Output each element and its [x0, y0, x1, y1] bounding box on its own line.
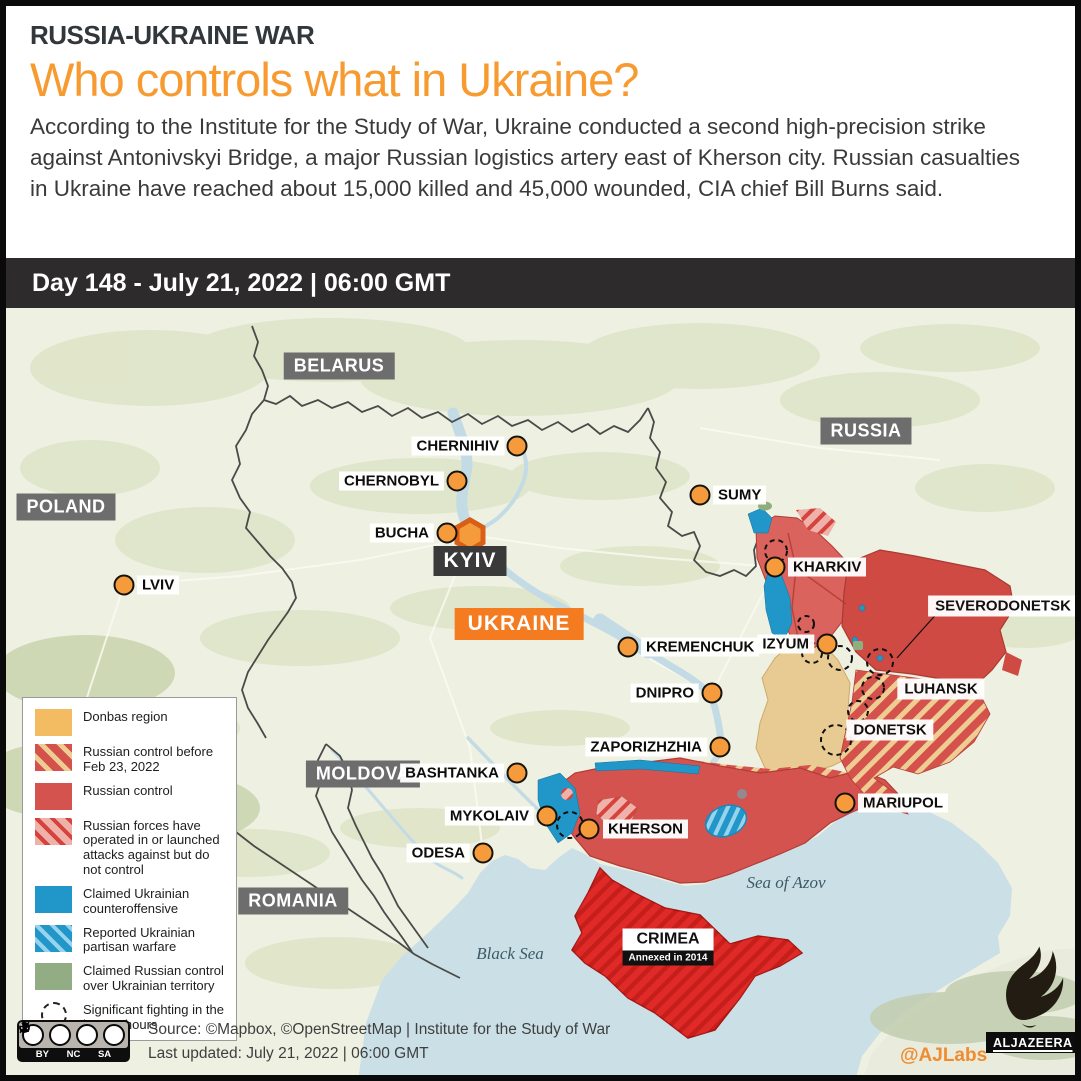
- legend-swatch-russian-control: [35, 782, 72, 810]
- cc-nc-label: NC: [66, 1049, 81, 1060]
- legend-label: Claimed Ukrainian counteroffensive: [83, 885, 190, 916]
- legend-item-operated: Russian forces have operated in or launc…: [35, 817, 226, 878]
- city-marker-mariupol: [834, 792, 856, 814]
- city-marker-kremenchuk: [617, 636, 639, 658]
- frame-border-bottom: [0, 1075, 1081, 1081]
- legend-swatch-claimed: [35, 963, 72, 991]
- city-marker-sumy: [689, 484, 711, 506]
- legend-label: Russian control before Feb 23, 2022: [83, 744, 214, 774]
- map-canvas: BELARUS POLAND RUSSIA MOLDOVA ROMANIA UK…: [0, 308, 1081, 1081]
- cc-icons: CC $: [19, 1020, 128, 1048]
- city-label-lviv: LVIV: [137, 575, 180, 595]
- country-label-russia: RUSSIA: [820, 417, 912, 445]
- country-label-belarus: BELARUS: [283, 352, 395, 380]
- city-label-kherson: KHERSON: [603, 819, 689, 839]
- legend-item-donbas: Donbas region: [35, 708, 226, 736]
- city-marker-zaporizhzhia: [709, 736, 731, 758]
- country-label-romania: ROMANIA: [238, 887, 348, 915]
- legend-item-russian-control: Russian control: [35, 782, 226, 810]
- city-label-kremenchuk: KREMENCHUK: [641, 637, 760, 657]
- city-marker-izyum: [816, 633, 838, 655]
- gray-patch: [737, 789, 747, 799]
- frame-border-right: [1075, 0, 1081, 1081]
- sea-label-black-sea: Black Sea: [476, 944, 544, 963]
- cc-by-person-icon: [20, 1022, 71, 1046]
- region-label-luhansk: LUHANSK: [897, 678, 985, 700]
- legend-label: Russian control: [83, 782, 173, 798]
- crimea-note: Annexed in 2014: [622, 950, 714, 966]
- legend-item-counteroffensive: Claimed Ukrainian counteroffensive: [35, 885, 226, 917]
- city-label-mariupol: MARIUPOL: [858, 793, 948, 813]
- city-marker-odesa: [472, 842, 494, 864]
- legend-swatch-before-feb23: [35, 744, 72, 771]
- country-label-ukraine: UKRAINE: [454, 608, 584, 640]
- legend-item-claimed: Claimed Russian control over Ukrainian t…: [35, 962, 226, 994]
- crimea-name: CRIMEA: [622, 928, 714, 951]
- cc-sa-arrow-icon: [19, 1020, 126, 1046]
- city-marker-mykolaiv: [536, 805, 558, 827]
- city-label-kharkiv: KHARKIV: [788, 557, 867, 577]
- russian-operated-areas: [561, 508, 836, 827]
- legend-swatch-partisan: [35, 924, 72, 952]
- city-label-chernihiv: CHERNIHIV: [411, 436, 504, 456]
- partisan-warfare-area: [704, 804, 748, 838]
- city-marker-bucha: [436, 522, 458, 544]
- header: RUSSIA-UKRAINE WAR Who controls what in …: [0, 0, 1081, 258]
- description: According to the Institute for the Study…: [30, 114, 1021, 201]
- region-label-severodonetsk: SEVERODONETSK: [928, 595, 1078, 617]
- city-marker-lviv: [113, 574, 135, 596]
- city-label-zaporizhzhia: ZAPORIZHZHIA: [585, 737, 707, 757]
- city-marker-kherson: [578, 818, 600, 840]
- legend-item-before-feb23: Russian control before Feb 23, 2022: [35, 743, 226, 775]
- cc-nc-dollar-icon: $: [19, 1021, 99, 1046]
- city-label-bashtanka: BASHTANKA: [400, 763, 504, 783]
- city-label-sumy: SUMY: [713, 485, 767, 505]
- cc-license-badge: CC $ BY NC SA: [17, 1020, 130, 1062]
- city-marker-chernihiv: [506, 435, 528, 457]
- updated-line: Last updated: July 21, 2022 | 06:00 GMT: [148, 1045, 429, 1063]
- legend-swatch-donbas: [35, 709, 72, 736]
- frame-border-left: [0, 0, 6, 1081]
- source-credits: Source: ©Mapbox, ©OpenStreetMap | Instit…: [148, 1018, 610, 1066]
- leader-line: [896, 609, 941, 659]
- page-title: Who controls what in Ukraine?: [30, 53, 639, 106]
- city-label-chernobyl: CHERNOBYL: [338, 471, 444, 491]
- capital-label-kyiv: KYIV: [433, 546, 507, 576]
- city-marker-bashtanka: [506, 762, 528, 784]
- cc-letters: BY NC SA: [19, 1048, 128, 1060]
- kicker: RUSSIA-UKRAINE WAR: [30, 20, 315, 50]
- city-label-dnipro: DNIPRO: [630, 683, 699, 703]
- russian-control-spur: [1002, 652, 1022, 676]
- legend-swatch-counteroffensive: [35, 885, 72, 913]
- city-label-izyum: IZYUM: [757, 634, 814, 654]
- legend-label: Claimed Russian control over Ukrainian t…: [83, 963, 224, 993]
- city-label-mykolaiv: MYKOLAIV: [444, 806, 534, 826]
- map-legend: Donbas region Russian control before Feb…: [22, 697, 237, 1042]
- frame-border-top: [0, 0, 1081, 6]
- aljazeera-wordmark: ALJAZEERA: [986, 1032, 1080, 1053]
- country-label-poland: POLAND: [16, 493, 116, 521]
- ajlabs-handle: @AJLabs: [900, 1045, 988, 1066]
- city-marker-kharkiv: [764, 556, 786, 578]
- cc-by-label: BY: [35, 1049, 49, 1060]
- city-label-odesa: ODESA: [406, 843, 470, 863]
- date-banner-text: Day 148 - July 21, 2022 | 06:00 GMT: [32, 269, 451, 297]
- region-label-donetsk: DONETSK: [846, 719, 934, 741]
- legend-swatch-operated: [35, 817, 72, 845]
- source-line: Source: ©Mapbox, ©OpenStreetMap | Instit…: [148, 1021, 611, 1038]
- legend-label: Russian forces have operated in or launc…: [83, 817, 220, 878]
- city-marker-chernobyl: [446, 470, 468, 492]
- date-banner: Day 148 - July 21, 2022 | 06:00 GMT: [0, 258, 1081, 308]
- sea-label-azov: Sea of Azov: [746, 873, 826, 892]
- legend-label: Reported Ukrainian partisan warfare: [83, 924, 196, 955]
- region-label-crimea: CRIMEA Annexed in 2014: [622, 928, 714, 966]
- city-marker-dnipro: [701, 682, 723, 704]
- cc-sa-label: SA: [97, 1049, 112, 1060]
- city-label-bucha: BUCHA: [369, 523, 434, 543]
- legend-label: Donbas region: [83, 709, 168, 724]
- legend-item-partisan: Reported Ukrainian partisan warfare: [35, 924, 226, 956]
